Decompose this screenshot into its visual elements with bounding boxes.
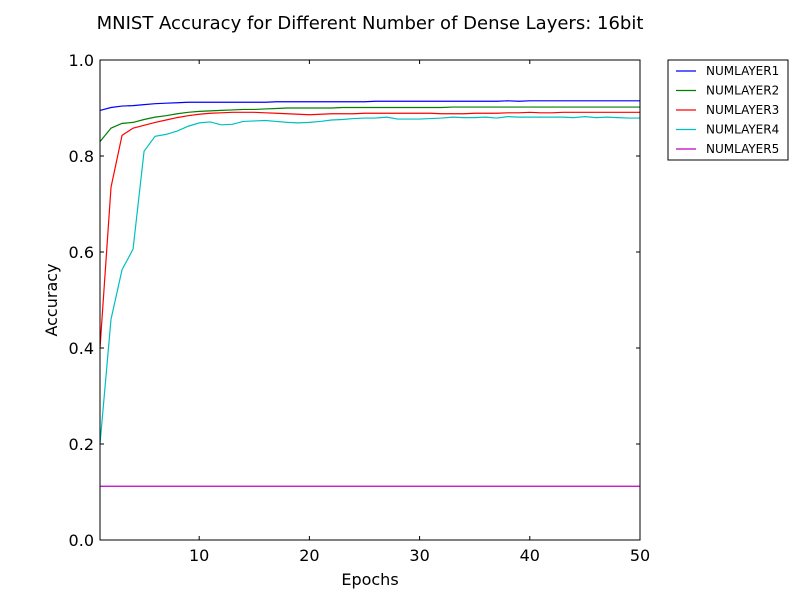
series-line-numlayer3: [99, 111, 640, 349]
series-layer: [99, 100, 640, 487]
ticks-layer: 10 20 30 40 50 0.0 0.2 0.4 0.6 0.8 1.0: [69, 51, 651, 565]
legend-label-numlayer5: NUMLAYER5: [706, 142, 779, 156]
series-line-numlayer4: [99, 116, 640, 445]
y-tick-label: 0.0: [69, 531, 94, 550]
x-tick-label: 10: [189, 546, 209, 565]
x-tick-label: 30: [409, 546, 429, 565]
x-axis-label: Epochs: [341, 570, 398, 589]
x-tick-label: 40: [520, 546, 540, 565]
y-tick-label: 0.8: [69, 147, 94, 166]
plot-frame: [99, 59, 641, 541]
legend-label-numlayer4: NUMLAYER4: [706, 123, 779, 137]
series-line-numlayer2: [99, 106, 640, 142]
legend-label-numlayer3: NUMLAYER3: [706, 103, 779, 117]
x-tick-label: 50: [630, 546, 650, 565]
legend: NUMLAYER1 NUMLAYER2 NUMLAYER3 NUMLAYER4 NUML…: [667, 59, 789, 161]
legend-label-numlayer1: NUMLAYER1: [706, 64, 779, 78]
y-tick-label: 0.2: [69, 435, 94, 454]
y-tick-label: 0.6: [69, 243, 94, 262]
y-tick-label: 1.0: [69, 51, 94, 70]
y-axis-label: Accuracy: [42, 263, 61, 336]
chart-title: MNIST Accuracy for Different Number of D…: [97, 13, 644, 34]
x-tick-label: 20: [299, 546, 319, 565]
legend-label-numlayer2: NUMLAYER2: [706, 84, 779, 98]
series-line-numlayer1: [99, 100, 640, 111]
y-tick-label: 0.4: [69, 339, 94, 358]
